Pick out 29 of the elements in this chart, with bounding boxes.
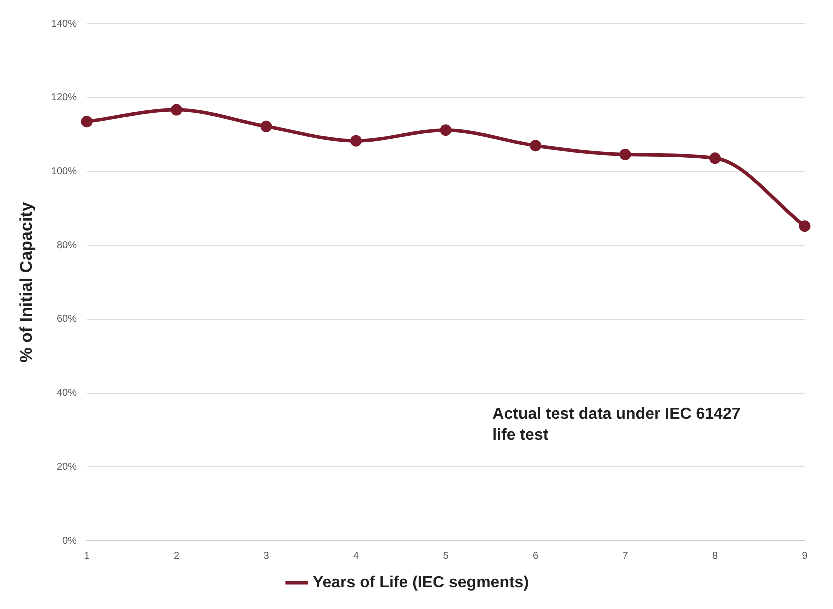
x-tick-label: 5 [443,550,450,562]
x-tick-label: 7 [622,550,629,562]
x-tick-label: 2 [174,550,180,562]
y-tick-label: 100% [51,166,78,178]
x-tick-label: 8 [712,550,718,562]
point [709,152,721,164]
x-tick-label: 6 [532,550,539,562]
y-tick-label: 0% [62,536,78,547]
point [170,104,182,116]
legend-label: Years of Life (IEC segments) [312,574,530,592]
y-tick-label: 60% [56,314,78,326]
y-tick-label: 80% [56,240,78,252]
point [350,135,362,147]
y-tick-label: 120% [51,92,78,104]
y-tick-label: 140% [51,18,78,30]
point [260,120,272,132]
x-tick-label: 9 [802,550,808,562]
x-tick-label: 3 [264,550,270,562]
y-tick-label: 20% [56,462,78,473]
y-axis-title: % of Initial Capacity [16,202,36,363]
point [440,124,452,136]
point [799,220,811,232]
point [620,148,632,160]
point [81,116,93,128]
point [530,140,542,152]
x-tick-label: 4 [353,550,360,562]
y-tick-label: 40% [56,388,78,400]
annotation: Actual test data under IEC 61427 life test [492,406,741,444]
x-tick-label: 1 [84,550,90,562]
